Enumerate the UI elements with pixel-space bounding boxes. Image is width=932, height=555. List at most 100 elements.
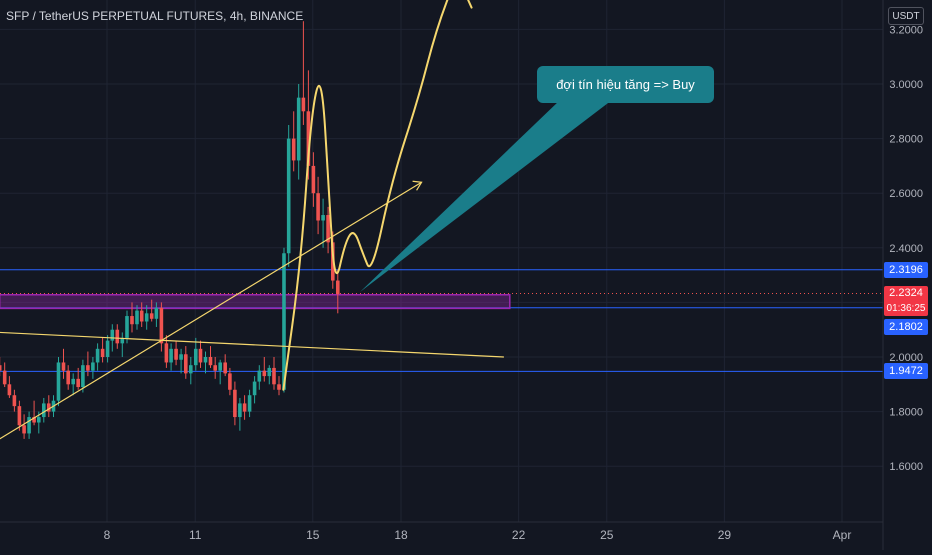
candle-body bbox=[267, 367, 272, 377]
candle-body bbox=[71, 378, 75, 385]
candle-body bbox=[316, 193, 320, 221]
candle-body bbox=[213, 365, 217, 371]
candle-body bbox=[164, 343, 169, 363]
candle-body bbox=[238, 403, 242, 418]
countdown-label: 01:36:25 bbox=[886, 303, 926, 314]
candle-body bbox=[12, 395, 17, 407]
candle-body bbox=[291, 138, 296, 161]
support-zone[interactable] bbox=[0, 294, 511, 310]
support-zone-rect bbox=[0, 294, 511, 310]
y-tick-label: 3.2000 bbox=[889, 24, 923, 36]
candle-body bbox=[257, 370, 262, 382]
candle-body bbox=[95, 348, 100, 363]
x-tick-label: 8 bbox=[104, 528, 111, 542]
candle-body bbox=[169, 348, 173, 363]
candle-body bbox=[105, 340, 110, 357]
candle-body bbox=[296, 97, 301, 161]
candle-body bbox=[139, 310, 144, 322]
candle-body bbox=[125, 316, 129, 338]
y-tick-label: 1.6000 bbox=[889, 461, 923, 473]
x-axis-ticks: 8 11 15 18 22 25 29 Apr bbox=[104, 528, 852, 542]
level-low-badge: 1.9472 bbox=[884, 363, 928, 379]
candle-body bbox=[247, 395, 252, 412]
candle-body bbox=[76, 378, 80, 388]
annotation-callout[interactable]: đợi tín hiệu tăng => Buy bbox=[537, 66, 714, 103]
candle-body bbox=[17, 406, 22, 426]
grid-lines bbox=[0, 0, 883, 522]
y-tick-label: 2.6000 bbox=[889, 188, 923, 200]
candle-body bbox=[36, 417, 41, 423]
trendline bbox=[0, 181, 422, 440]
candle-body bbox=[218, 362, 222, 371]
current-price-badge: 2.2324 01:36:25 bbox=[884, 286, 928, 316]
candle-body bbox=[0, 365, 2, 371]
drawings[interactable] bbox=[0, 0, 504, 440]
candle-body bbox=[223, 362, 227, 374]
trendline bbox=[0, 331, 504, 358]
candle-body bbox=[193, 348, 198, 366]
candle-body bbox=[56, 362, 61, 401]
candle-body bbox=[100, 348, 105, 357]
axes bbox=[0, 0, 884, 550]
y-tick-label: 2.8000 bbox=[889, 134, 923, 146]
candle-body bbox=[66, 370, 70, 385]
candle-body bbox=[154, 307, 159, 319]
candle-body bbox=[326, 215, 330, 243]
currency-button[interactable]: USDT bbox=[888, 7, 924, 25]
candle-body bbox=[135, 310, 139, 325]
chart-title: SFP / TetherUS PERPETUAL FUTURES, 4h, BI… bbox=[6, 9, 304, 23]
candle-body bbox=[188, 365, 193, 374]
candle-body bbox=[32, 417, 36, 423]
x-tick-label: Apr bbox=[833, 528, 852, 542]
candle-body bbox=[335, 280, 340, 295]
candle-body bbox=[233, 389, 237, 418]
candle-body bbox=[144, 313, 149, 322]
candle-body bbox=[179, 354, 183, 360]
candle-body bbox=[321, 215, 325, 221]
x-tick-label: 25 bbox=[600, 528, 614, 542]
candle-body bbox=[61, 362, 66, 371]
callout-pointer bbox=[360, 100, 612, 292]
candle-body bbox=[301, 97, 306, 112]
candle-body bbox=[228, 373, 232, 390]
y-tick-label: 3.0000 bbox=[889, 79, 923, 91]
candle-body bbox=[272, 367, 276, 385]
projection-wave bbox=[282, 0, 449, 391]
candle-body bbox=[110, 329, 115, 341]
candle-body bbox=[282, 253, 286, 390]
y-tick-label: 2.0000 bbox=[889, 352, 923, 364]
candle-body bbox=[2, 370, 7, 385]
candle-body bbox=[7, 384, 12, 396]
candle-body bbox=[183, 354, 188, 374]
candle-body bbox=[91, 362, 95, 371]
x-tick-label: 11 bbox=[189, 528, 202, 542]
candle-body bbox=[174, 348, 178, 360]
x-tick-label: 18 bbox=[394, 528, 408, 542]
candle-body bbox=[115, 329, 120, 344]
candle-body bbox=[46, 403, 51, 412]
x-tick-label: 29 bbox=[718, 528, 732, 542]
candle-body bbox=[311, 165, 316, 194]
candle-body bbox=[81, 365, 85, 388]
candle-body bbox=[27, 417, 31, 434]
candle-body bbox=[277, 384, 281, 390]
candle-body bbox=[86, 365, 90, 371]
candle-body bbox=[306, 111, 311, 166]
level-mid-badge: 2.1802 bbox=[884, 319, 928, 335]
candle-body bbox=[149, 313, 154, 319]
candle-body bbox=[262, 370, 267, 377]
candle-body bbox=[252, 381, 257, 396]
y-tick-label: 2.4000 bbox=[889, 243, 923, 255]
level-high-badge: 2.3196 bbox=[884, 262, 928, 278]
current-price-label: 2.2324 bbox=[889, 287, 923, 299]
candle-body bbox=[198, 348, 203, 363]
candle-body bbox=[130, 316, 134, 325]
candles bbox=[0, 21, 340, 439]
candle-body bbox=[159, 307, 164, 344]
candle-body bbox=[120, 337, 125, 344]
candle-body bbox=[208, 357, 213, 366]
candle-body bbox=[203, 357, 208, 363]
